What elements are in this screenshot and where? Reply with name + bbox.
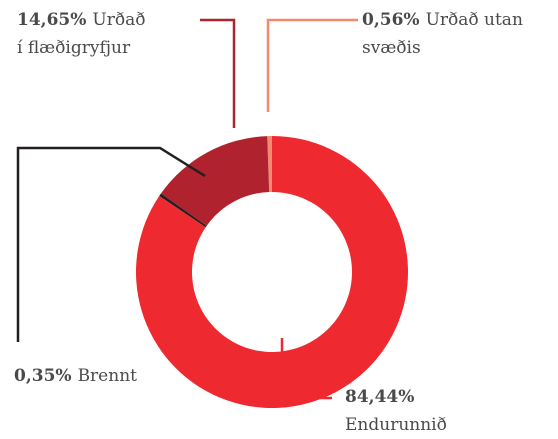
value-label: 0,35% [14, 366, 72, 386]
leader-line [16, 146, 206, 342]
category-label: Brennt [77, 366, 137, 386]
value-label: 14,65% [17, 10, 87, 30]
donut-slice [136, 136, 409, 408]
leader-line [266, 18, 358, 112]
donut-slice [160, 136, 270, 226]
slice-label: 84,44% Endurunnið [345, 383, 447, 439]
category-label: Urðað í flæðigryfjur [17, 10, 146, 58]
slice-label: 14,65% Urðað í flæðigryfjur [17, 6, 145, 62]
value-label: 0,56% [362, 10, 420, 30]
slice-label: 0,35% Brennt [14, 362, 137, 390]
leader-line [200, 18, 236, 128]
slice-label: 0,56% Urðað utan svæðis [362, 6, 523, 62]
leader-line [280, 338, 332, 400]
value-label: 84,44% [345, 387, 415, 407]
donut-slice [267, 136, 272, 193]
donut-slice [159, 193, 207, 228]
category-label: Endurunnið [345, 415, 447, 435]
category-label: Urðað utan svæðis [362, 10, 523, 58]
